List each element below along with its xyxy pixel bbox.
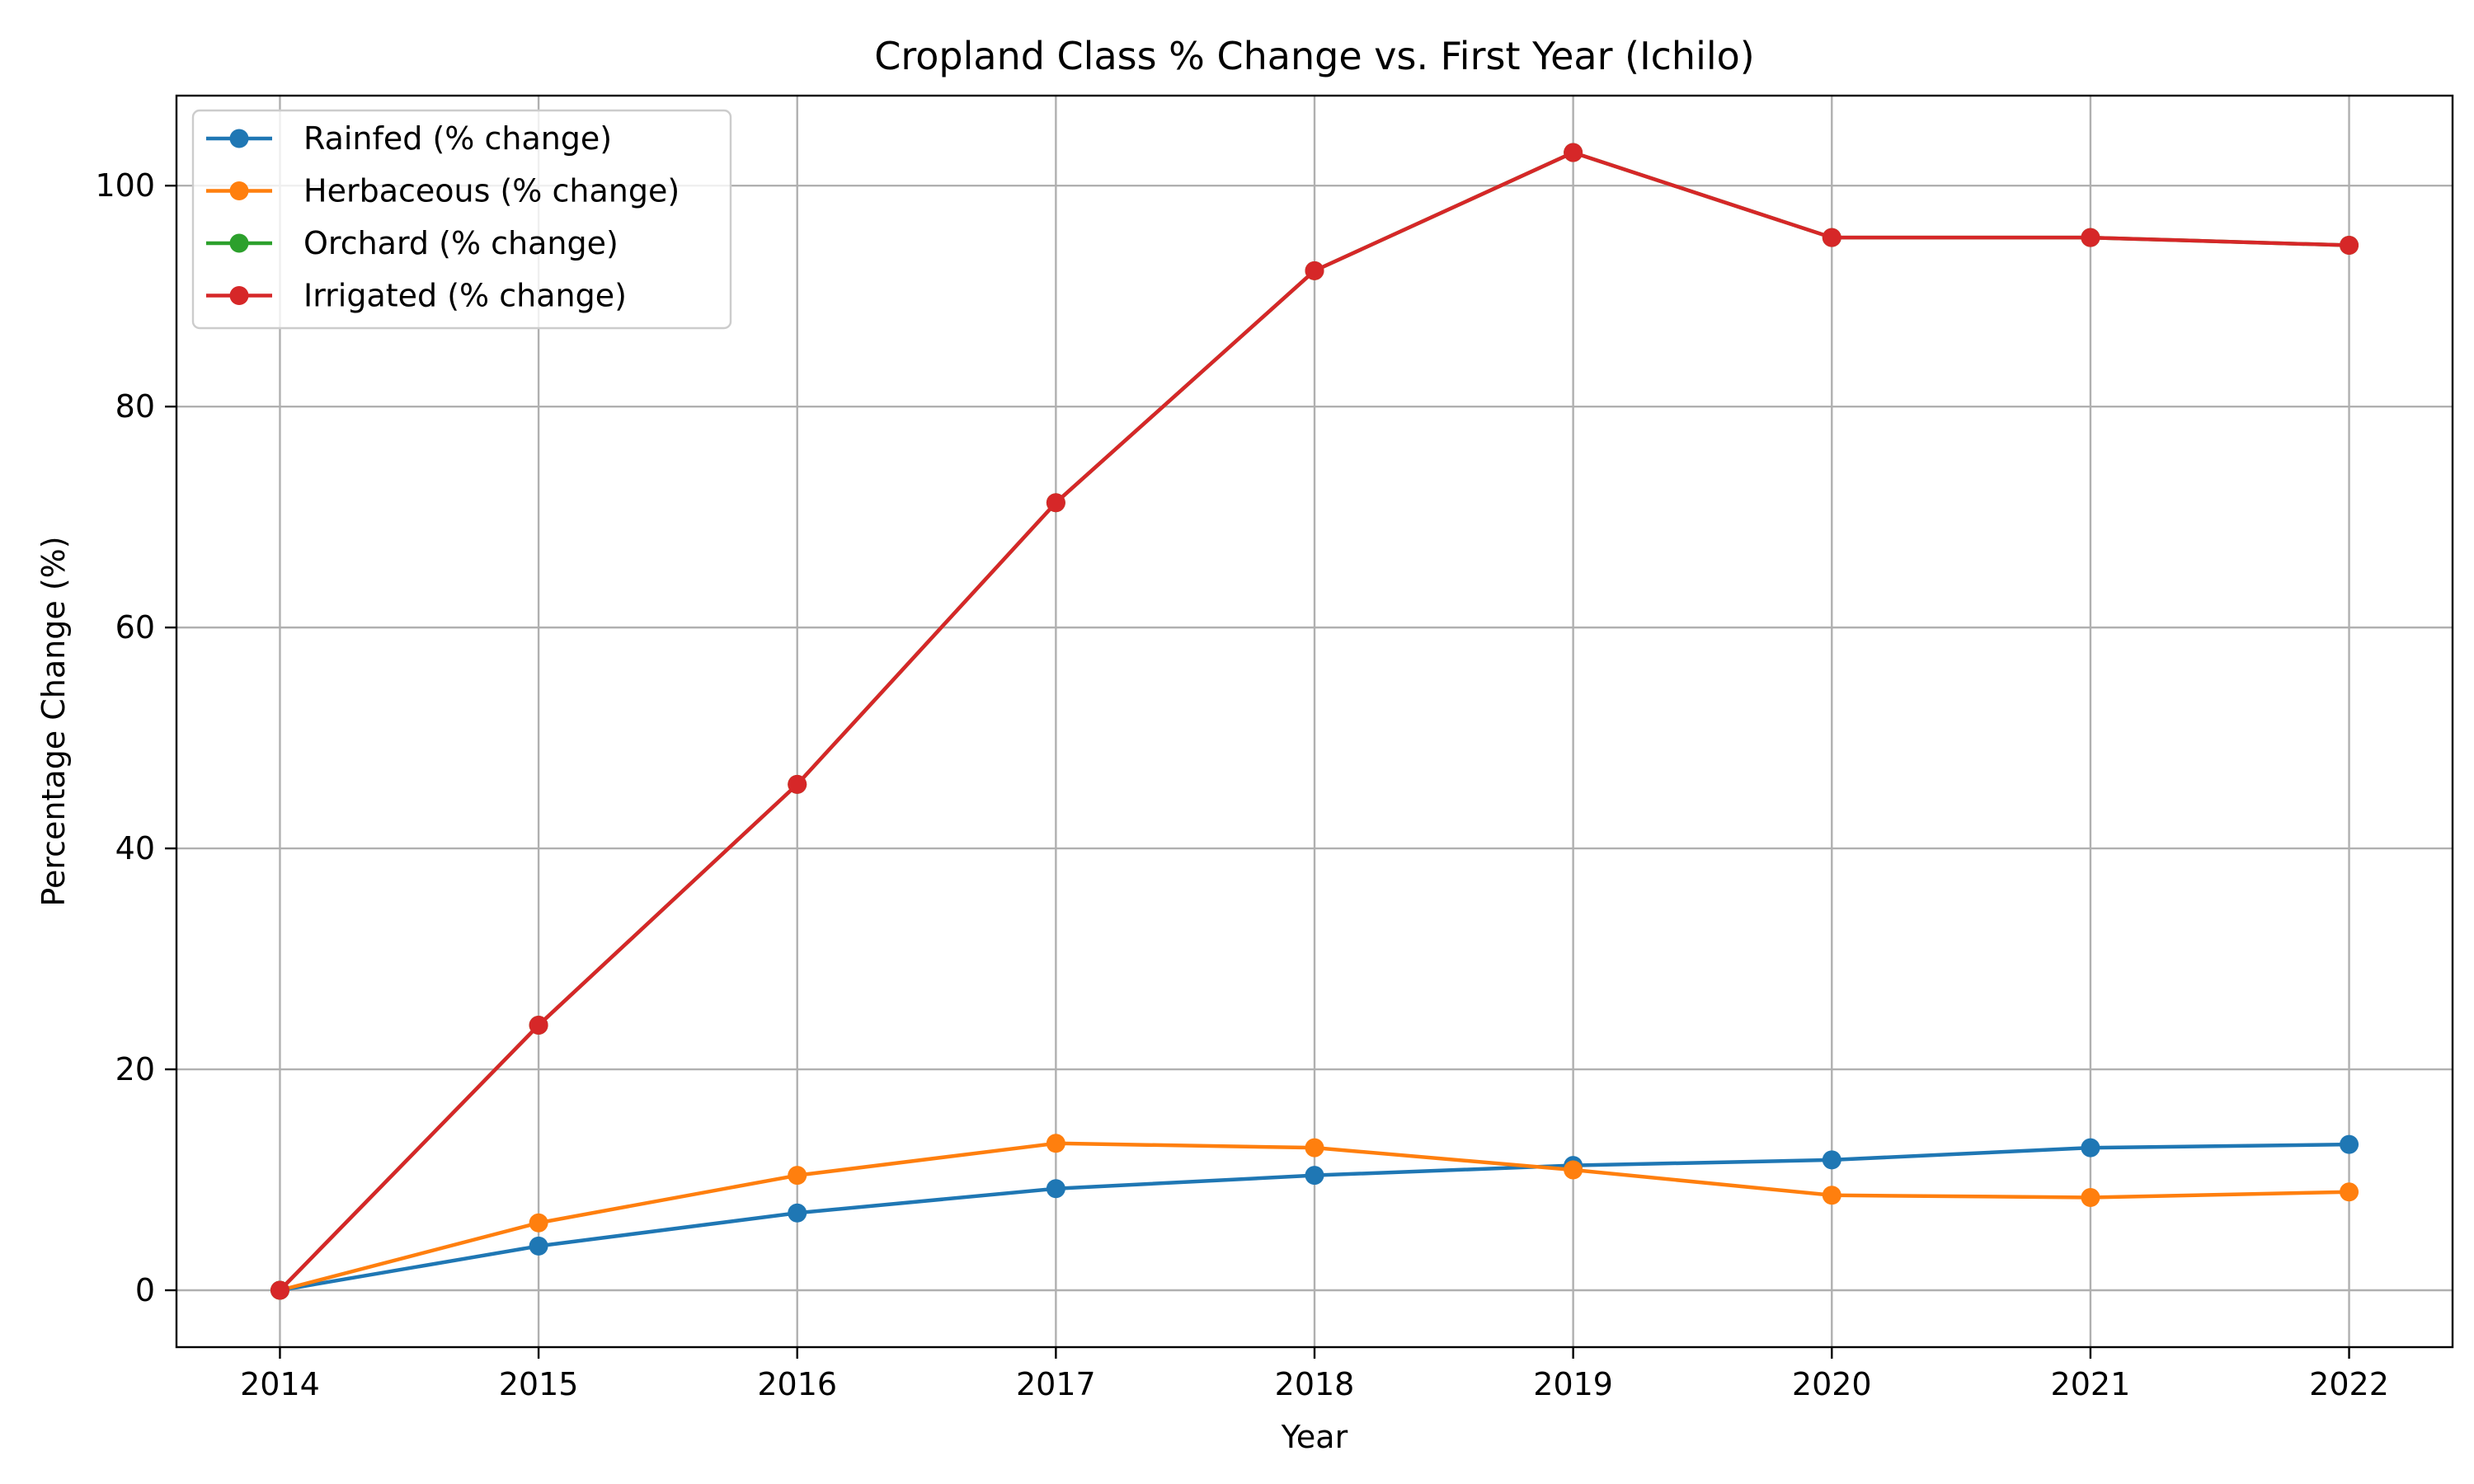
y-tick-label: 100 — [95, 167, 155, 204]
legend-label: Orchard (% change) — [303, 225, 618, 261]
legend: Rainfed (% change) Herbaceous (% change) O… — [191, 109, 732, 330]
x-tick-label: 2021 — [2051, 1366, 2131, 1402]
data-point — [2081, 1138, 2100, 1158]
legend-marker — [229, 286, 249, 305]
x-tick-label: 2020 — [1792, 1366, 1872, 1402]
x-tick-label: 2014 — [240, 1366, 320, 1402]
x-axis: 2014 2015 2016 2017 2018 2019 2020 2021 2022 — [240, 1347, 2389, 1402]
legend-label: Herbaceous (% change) — [303, 173, 680, 209]
legend-box — [191, 109, 732, 330]
y-tick-label: 60 — [115, 609, 155, 646]
y-axis-title: Percentage Change (%) — [35, 536, 72, 906]
x-tick-label: 2019 — [1533, 1366, 1613, 1402]
x-tick-label: 2018 — [1275, 1366, 1355, 1402]
legend-label: Irrigated (% change) — [303, 278, 627, 314]
legend-marker — [229, 129, 249, 148]
legend-item: Rainfed (% change) — [206, 120, 612, 157]
grid — [176, 96, 2453, 1347]
data-point — [1564, 143, 1583, 162]
data-point — [1046, 493, 1065, 513]
data-point — [1822, 228, 1841, 247]
data-point — [1046, 1134, 1065, 1153]
data-point — [788, 1203, 807, 1223]
data-point — [1305, 1166, 1324, 1186]
y-tick-label: 20 — [115, 1051, 155, 1087]
data-point — [788, 774, 807, 794]
series-4 — [270, 143, 2359, 1300]
data-point — [1305, 1138, 1324, 1158]
data-point — [2340, 236, 2359, 256]
y-axis: 0 20 40 60 80 100 — [95, 167, 176, 1308]
legend-item: Herbaceous (% change) — [206, 173, 680, 209]
x-tick-label: 2017 — [1016, 1366, 1096, 1402]
x-tick-label: 2016 — [757, 1366, 837, 1402]
series-layer — [270, 143, 2359, 1300]
series-2 — [270, 1134, 2359, 1300]
legend-label: Rainfed (% change) — [303, 120, 612, 157]
data-point — [1046, 1179, 1065, 1199]
y-tick-label: 0 — [135, 1272, 155, 1308]
data-point — [270, 1280, 289, 1300]
data-point — [2081, 228, 2100, 247]
data-point — [2340, 1134, 2359, 1154]
data-point — [1564, 1160, 1583, 1180]
x-axis-title: Year — [1281, 1419, 1348, 1455]
data-point — [1822, 1186, 1841, 1205]
x-tick-label: 2015 — [499, 1366, 579, 1402]
data-point — [529, 1015, 548, 1035]
x-tick-label: 2022 — [2309, 1366, 2389, 1402]
y-tick-label: 40 — [115, 830, 155, 866]
legend-item: Orchard (% change) — [206, 225, 618, 261]
data-point — [1822, 1150, 1841, 1170]
data-point — [2340, 1182, 2359, 1202]
data-point — [788, 1166, 807, 1186]
y-tick-label: 80 — [115, 388, 155, 425]
data-point — [529, 1213, 548, 1233]
legend-item: Irrigated (% change) — [206, 278, 627, 314]
legend-marker — [229, 181, 249, 200]
data-point — [1305, 261, 1324, 280]
legend-marker — [229, 233, 249, 253]
data-point — [2081, 1187, 2100, 1207]
chart-title: Cropland Class % Change vs. First Year (… — [874, 34, 1755, 78]
data-point — [529, 1236, 548, 1256]
